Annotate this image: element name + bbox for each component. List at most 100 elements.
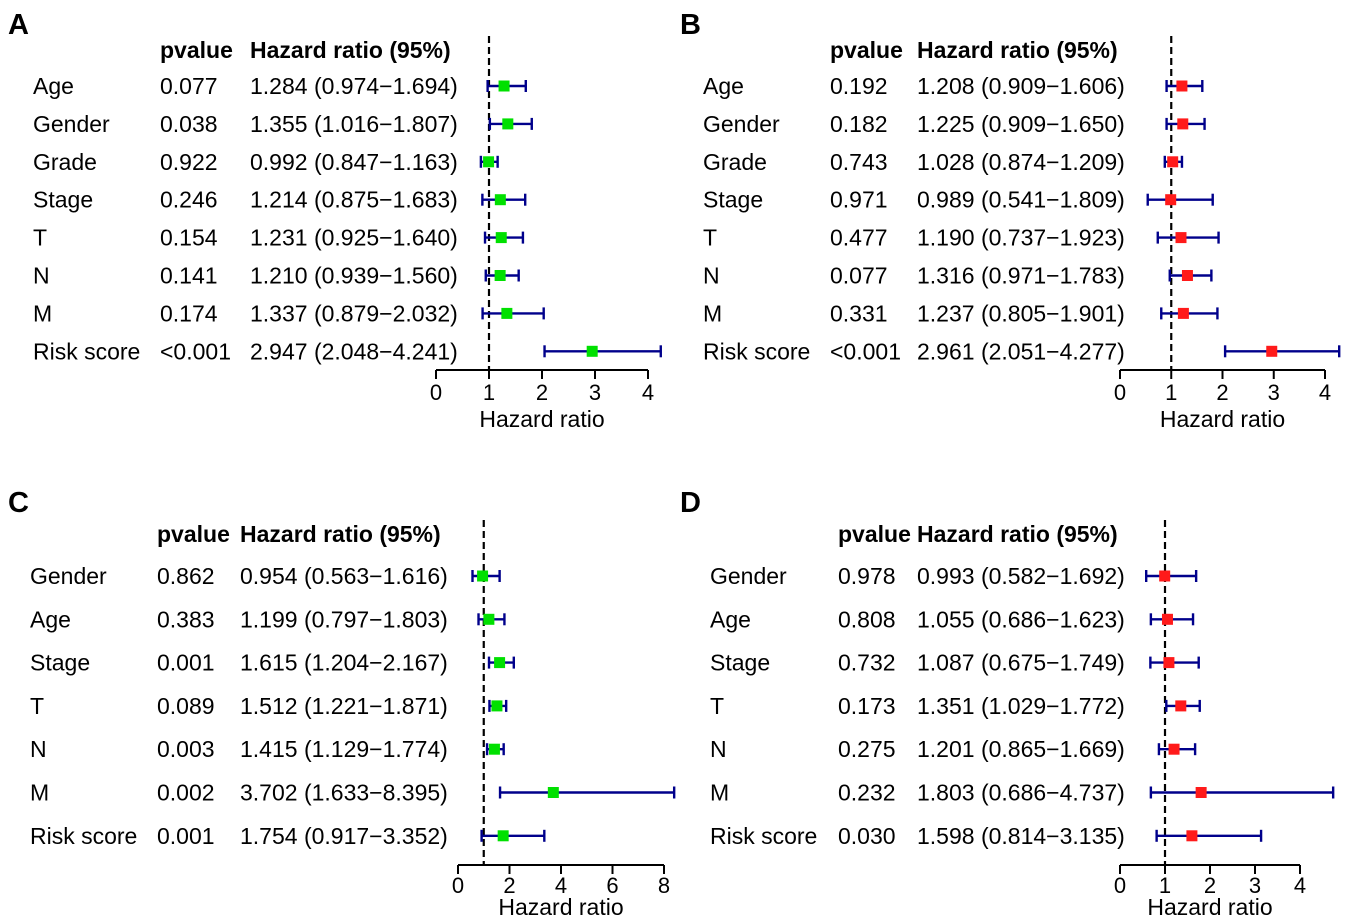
- hazard-ratio-point: [494, 657, 506, 669]
- row-hazard-ratio-text: 2.961 (2.051−4.277): [917, 338, 1125, 364]
- hazard-ratio-point: [488, 743, 500, 755]
- row-pvalue: 0.003: [157, 736, 215, 762]
- row-label: M: [703, 300, 722, 326]
- x-axis-tick-label: 4: [1294, 873, 1306, 898]
- row-label: Stage: [703, 187, 763, 213]
- row-label: N: [33, 263, 50, 289]
- row-hazard-ratio-text: 1.199 (0.797−1.803): [240, 606, 448, 632]
- row-label: N: [710, 736, 727, 762]
- row-pvalue: 0.862: [157, 563, 215, 589]
- hazard-ratio-point: [1175, 700, 1187, 712]
- row-pvalue: 0.192: [830, 73, 888, 99]
- row-hazard-ratio-text: 1.208 (0.909−1.606): [917, 73, 1125, 99]
- row-hazard-ratio-text: 0.993 (0.582−1.692): [917, 563, 1125, 589]
- row-hazard-ratio-text: 1.337 (0.879−2.032): [250, 300, 458, 326]
- row-hazard-ratio-text: 1.087 (0.675−1.749): [917, 650, 1125, 676]
- row-hazard-ratio-text: 1.415 (1.129−1.774): [240, 736, 448, 762]
- row-pvalue: 0.383: [157, 606, 215, 632]
- x-axis-tick-label: 8: [658, 873, 670, 898]
- row-label: Risk score: [710, 823, 817, 849]
- panel-letter: C: [8, 487, 29, 519]
- row-hazard-ratio-text: 1.028 (0.874−1.209): [917, 149, 1125, 175]
- x-axis-tick-label: 3: [1268, 380, 1280, 405]
- row-label: Age: [703, 73, 744, 99]
- hazard-ratio-point: [495, 232, 507, 244]
- hazard-ratio-point: [1195, 787, 1207, 798]
- row-pvalue: 0.246: [160, 187, 218, 213]
- pvalue-column-header: pvalue: [830, 37, 903, 63]
- hazard-ratio-point: [1163, 657, 1175, 669]
- row-pvalue: 0.808: [838, 606, 896, 632]
- x-axis-tick-label: 4: [1319, 380, 1331, 405]
- row-label: Stage: [33, 187, 93, 213]
- hazard-ratio-point: [491, 700, 503, 712]
- row-hazard-ratio-text: 1.598 (0.814−3.135): [917, 823, 1125, 849]
- row-hazard-ratio-text: 1.803 (0.686−4.737): [917, 780, 1125, 806]
- hazard-ratio-point: [1165, 194, 1177, 206]
- hazard-ratio-point: [494, 194, 506, 206]
- hazard-ratio-point: [494, 270, 506, 281]
- row-pvalue: 0.001: [157, 650, 215, 676]
- row-pvalue: 0.001: [157, 823, 215, 849]
- row-pvalue: 0.077: [830, 263, 888, 289]
- hazard-ratio-point: [1177, 307, 1189, 319]
- x-axis-title: Hazard ratio: [498, 894, 623, 917]
- hazard-ratio-point: [1186, 830, 1198, 842]
- row-hazard-ratio-text: 1.355 (1.016−1.807): [250, 111, 458, 137]
- hazard-ratio-column-header: Hazard ratio (95%): [240, 521, 441, 547]
- row-label: Stage: [710, 650, 770, 676]
- hazard-ratio-point: [1161, 613, 1173, 625]
- row-label: Risk score: [703, 338, 810, 364]
- x-axis-title: Hazard ratio: [1160, 406, 1285, 432]
- row-label: Risk score: [33, 338, 140, 364]
- x-axis-tick-label: 0: [452, 873, 464, 898]
- pvalue-column-header: pvalue: [838, 521, 911, 547]
- row-pvalue: 0.743: [830, 149, 888, 175]
- x-axis-tick-label: 0: [1114, 380, 1126, 405]
- pvalue-column-header: pvalue: [160, 37, 233, 63]
- row-label: T: [703, 225, 717, 251]
- row-pvalue: 0.978: [838, 563, 896, 589]
- panel-letter: D: [680, 487, 701, 519]
- x-axis-tick-label: 3: [1249, 873, 1261, 898]
- row-pvalue: 0.732: [838, 650, 896, 676]
- row-hazard-ratio-text: 1.284 (0.974−1.694): [250, 73, 458, 99]
- hazard-ratio-point: [1266, 345, 1278, 357]
- hazard-ratio-point: [586, 345, 598, 357]
- row-pvalue: 0.174: [160, 300, 218, 326]
- row-label: Age: [30, 606, 71, 632]
- hazard-ratio-point: [547, 787, 559, 798]
- row-pvalue: 0.477: [830, 225, 888, 251]
- hazard-ratio-column-header: Hazard ratio (95%): [917, 521, 1118, 547]
- row-label: T: [33, 225, 47, 251]
- x-axis-title: Hazard ratio: [479, 406, 604, 432]
- row-pvalue: 0.038: [160, 111, 218, 137]
- row-hazard-ratio-text: 0.954 (0.563−1.616): [240, 563, 448, 589]
- row-pvalue: 0.030: [838, 823, 896, 849]
- x-axis-tick-label: 2: [536, 380, 548, 405]
- row-hazard-ratio-text: 1.231 (0.925−1.640): [250, 225, 458, 251]
- x-axis-tick-label: 2: [1204, 873, 1216, 898]
- row-hazard-ratio-text: 2.947 (2.048−4.241): [250, 338, 458, 364]
- hazard-ratio-column-header: Hazard ratio (95%): [917, 37, 1118, 63]
- row-pvalue: 0.154: [160, 225, 218, 251]
- row-label: Age: [33, 73, 74, 99]
- hazard-ratio-point: [477, 570, 489, 582]
- hazard-ratio-point: [1168, 743, 1180, 755]
- row-label: N: [703, 263, 720, 289]
- hazard-ratio-point: [501, 307, 513, 319]
- x-axis-tick-label: 4: [555, 873, 567, 898]
- row-hazard-ratio-text: 1.615 (1.204−2.167): [240, 650, 448, 676]
- row-hazard-ratio-text: 0.992 (0.847−1.163): [250, 149, 458, 175]
- x-axis-tick-label: 3: [589, 380, 601, 405]
- row-label: N: [30, 736, 47, 762]
- row-pvalue: 0.331: [830, 300, 888, 326]
- row-pvalue: 0.173: [838, 693, 896, 719]
- row-label: Risk score: [30, 823, 137, 849]
- hazard-ratio-point: [502, 118, 514, 130]
- row-pvalue: 0.275: [838, 736, 896, 762]
- row-hazard-ratio-text: 1.055 (0.686−1.623): [917, 606, 1125, 632]
- x-axis-tick-label: 4: [642, 380, 654, 405]
- row-hazard-ratio-text: 1.512 (1.221−1.871): [240, 693, 448, 719]
